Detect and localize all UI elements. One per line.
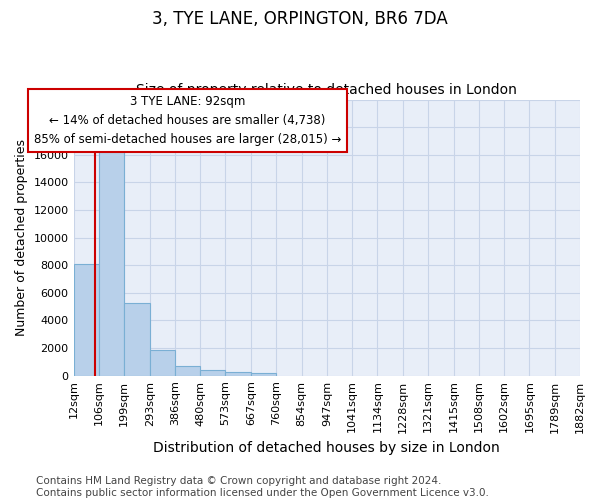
Bar xyxy=(251,373,276,376)
Bar xyxy=(175,366,200,376)
Text: Contains HM Land Registry data © Crown copyright and database right 2024.
Contai: Contains HM Land Registry data © Crown c… xyxy=(36,476,489,498)
Bar xyxy=(99,146,124,376)
Bar xyxy=(149,350,175,376)
Bar xyxy=(74,264,99,376)
Bar xyxy=(200,370,226,376)
Text: 3 TYE LANE: 92sqm
← 14% of detached houses are smaller (4,738)
85% of semi-detac: 3 TYE LANE: 92sqm ← 14% of detached hous… xyxy=(34,95,341,146)
X-axis label: Distribution of detached houses by size in London: Distribution of detached houses by size … xyxy=(154,441,500,455)
Bar xyxy=(226,372,251,376)
Text: 3, TYE LANE, ORPINGTON, BR6 7DA: 3, TYE LANE, ORPINGTON, BR6 7DA xyxy=(152,10,448,28)
Bar xyxy=(124,302,149,376)
Y-axis label: Number of detached properties: Number of detached properties xyxy=(15,139,28,336)
Title: Size of property relative to detached houses in London: Size of property relative to detached ho… xyxy=(136,83,517,97)
